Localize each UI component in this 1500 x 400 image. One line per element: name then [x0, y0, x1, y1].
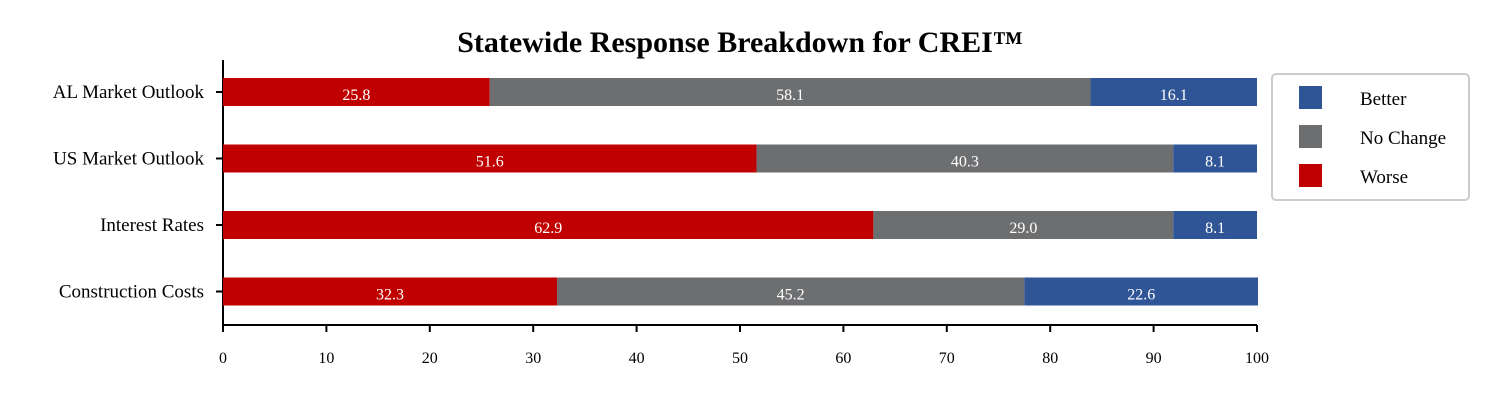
bar-segment	[489, 78, 1091, 106]
legend-label: No Change	[1360, 128, 1446, 149]
bar-value-label: 32.3	[376, 287, 404, 304]
bar-value-label: 40.3	[951, 154, 979, 171]
x-tick-label: 20	[422, 350, 438, 367]
bar-segment	[1090, 78, 1257, 106]
bar-segment	[223, 78, 490, 106]
bar-value-label: 58.1	[776, 87, 804, 104]
bar-value-label: 45.2	[777, 287, 805, 304]
legend-swatch	[1299, 86, 1322, 109]
bar-value-label: 22.6	[1127, 287, 1155, 304]
bar-value-label: 29.0	[1009, 220, 1037, 237]
bar-value-label: 8.1	[1205, 220, 1225, 237]
chart-title: Statewide Response Breakdown for CREI™	[457, 26, 1023, 59]
axes: 0 10 20 30 40 50 60 70 80 90 100 AL Market Outlook U…	[53, 60, 1269, 367]
x-tick-label: 10	[318, 350, 334, 367]
x-tick-label: 0	[219, 350, 227, 367]
bar-value-label: 8.1	[1205, 154, 1225, 171]
category-label: US Market Outlook	[53, 149, 204, 170]
legend-label: Better	[1360, 89, 1407, 110]
x-tick-label: 90	[1146, 350, 1162, 367]
bar-segment	[1173, 144, 1257, 173]
x-tick-label: 60	[835, 350, 851, 367]
bar-value-label: 51.6	[476, 154, 504, 171]
bar-value-label: 25.8	[342, 87, 370, 104]
x-tick-label: 100	[1245, 350, 1269, 367]
legend-swatch	[1299, 164, 1322, 187]
bar-segment	[556, 277, 1025, 306]
category-label: Interest Rates	[100, 215, 204, 236]
bar-segment	[1173, 211, 1257, 239]
legend: Better No Change Worse	[1271, 73, 1470, 201]
bars: 25.8 58.1 16.1 51.6 40.3 8.1 62.9 29.0 8.1 32.3 45…	[223, 78, 1259, 306]
x-tick-label: 70	[939, 350, 955, 367]
bar-segment	[223, 144, 757, 173]
bar-value-label: 62.9	[534, 220, 562, 237]
legend-swatch	[1299, 125, 1322, 148]
x-tick-label: 40	[629, 350, 645, 367]
bar-segment	[1024, 277, 1259, 306]
bar-segment	[873, 211, 1174, 239]
category-label: AL Market Outlook	[53, 82, 205, 103]
legend-label: Worse	[1360, 167, 1408, 188]
bar-segment	[223, 211, 874, 239]
x-tick-label: 50	[732, 350, 748, 367]
category-label: Construction Costs	[59, 282, 204, 303]
bar-segment	[223, 277, 557, 306]
x-tick-label: 80	[1042, 350, 1058, 367]
x-tick-label: 30	[525, 350, 541, 367]
bar-segment	[756, 144, 1174, 173]
bar-value-label: 16.1	[1160, 87, 1188, 104]
